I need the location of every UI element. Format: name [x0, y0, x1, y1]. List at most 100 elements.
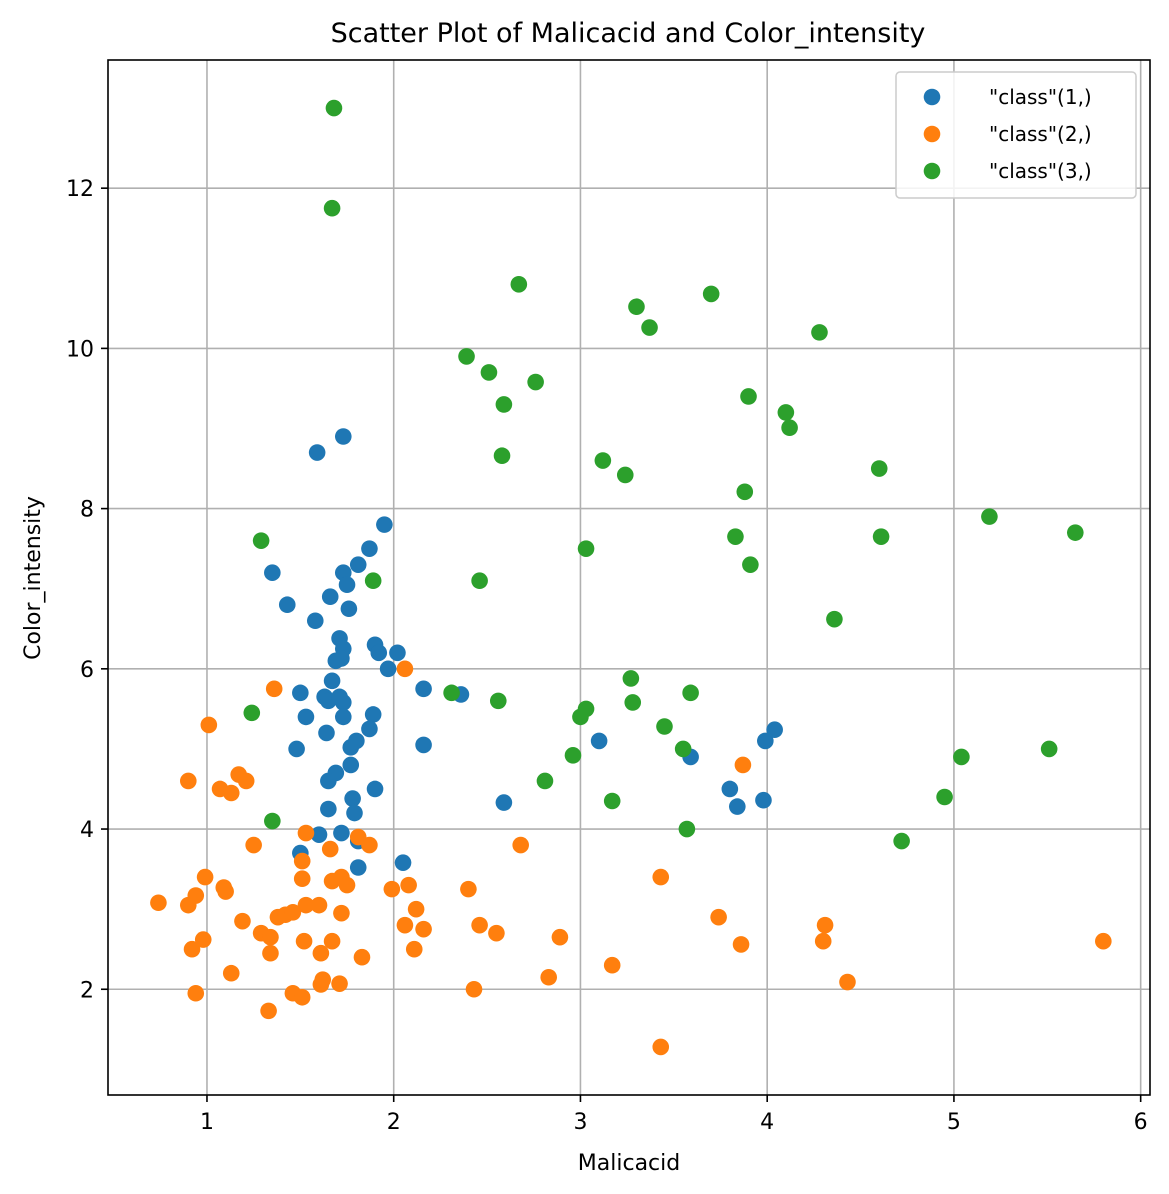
- data-point: [540, 968, 558, 986]
- data-point: [656, 718, 673, 735]
- data-point: [349, 859, 367, 876]
- data-point: [349, 556, 367, 573]
- data-point: [396, 660, 414, 678]
- x-axis-label: Malicacid: [578, 1151, 680, 1176]
- data-point: [480, 364, 498, 381]
- data-point: [308, 444, 326, 461]
- data-point: [340, 600, 358, 618]
- data-point: [674, 740, 692, 758]
- x-tick-label: 2: [387, 1110, 401, 1135]
- legend-label: "class"(2,): [989, 122, 1092, 146]
- data-point: [323, 672, 341, 690]
- data-point: [342, 756, 360, 774]
- data-point: [297, 896, 315, 914]
- data-point: [893, 832, 910, 850]
- data-point: [245, 836, 262, 854]
- data-point: [839, 973, 856, 991]
- data-point: [405, 940, 423, 958]
- y-tick-label: 4: [80, 818, 94, 843]
- data-point: [183, 940, 201, 958]
- data-point: [710, 908, 727, 926]
- data-point: [334, 694, 352, 711]
- y-tick-label: 6: [80, 658, 94, 683]
- data-point: [179, 772, 197, 790]
- data-point: [338, 576, 356, 594]
- data-point: [757, 732, 774, 750]
- data-point: [321, 840, 339, 858]
- data-point: [264, 564, 281, 581]
- grid-lines: [108, 60, 1150, 1095]
- data-point: [682, 684, 699, 702]
- data-point: [196, 868, 214, 886]
- data-point: [252, 532, 270, 549]
- data-point: [729, 798, 746, 815]
- data-point: [361, 720, 378, 738]
- data-point: [465, 980, 483, 998]
- data-point: [334, 428, 352, 445]
- y-tick-label: 8: [80, 498, 94, 523]
- data-point: [590, 732, 608, 750]
- data-point: [551, 928, 569, 946]
- data-point: [577, 540, 595, 557]
- data-point: [400, 876, 417, 894]
- data-point: [407, 900, 425, 918]
- data-point: [293, 988, 311, 1006]
- data-point: [495, 794, 513, 811]
- data-point: [379, 660, 397, 678]
- data-point: [361, 540, 378, 557]
- data-point: [323, 932, 341, 950]
- data-point: [527, 373, 544, 391]
- data-point: [826, 610, 843, 628]
- legend-items: "class"(1,) "class"(2,) "class"(3,): [923, 85, 1092, 183]
- data-point: [603, 956, 621, 974]
- data-point: [284, 904, 302, 921]
- data-point: [222, 784, 240, 802]
- data-point: [217, 883, 234, 900]
- legend-marker: [923, 162, 941, 180]
- data-point: [415, 680, 432, 698]
- plot-frame: [107, 59, 1151, 1096]
- data-point: [678, 820, 696, 838]
- data-point: [652, 1038, 670, 1056]
- x-tick-label: 3: [573, 1110, 587, 1135]
- data-point: [742, 556, 759, 573]
- data-point: [237, 772, 255, 790]
- data-point: [616, 466, 634, 484]
- data-point: [323, 199, 341, 217]
- data-point: [870, 460, 888, 477]
- data-point: [512, 836, 529, 854]
- data-point: [811, 324, 828, 341]
- data-point: [333, 904, 350, 922]
- data-point: [727, 528, 744, 545]
- data-point: [471, 572, 488, 590]
- series-2: [150, 660, 1112, 1056]
- chart-title: Scatter Plot of Malicacid and Color_inte…: [331, 18, 926, 49]
- data-point: [766, 721, 783, 739]
- data-point: [652, 868, 670, 886]
- data-point: [344, 790, 361, 807]
- data-point: [572, 708, 589, 726]
- data-point: [292, 684, 309, 702]
- data-point: [320, 772, 337, 790]
- data-point: [265, 680, 283, 698]
- data-point: [816, 916, 834, 934]
- data-point: [781, 419, 798, 436]
- data-point: [981, 508, 998, 525]
- data-point: [264, 812, 281, 830]
- data-point: [396, 916, 414, 934]
- legend-label: "class"(1,): [989, 85, 1092, 109]
- data-point: [348, 732, 365, 750]
- data-point: [325, 99, 343, 117]
- data-point: [312, 944, 330, 962]
- data-point: [366, 780, 384, 798]
- legend-box: [895, 71, 1137, 199]
- x-tick-label: 6: [1134, 1110, 1148, 1135]
- legend-marker: [923, 125, 941, 143]
- data-point: [624, 694, 642, 711]
- data-point: [376, 516, 393, 533]
- data-point: [641, 319, 658, 336]
- data-point: [1095, 932, 1112, 950]
- data-point: [364, 572, 382, 590]
- data-point: [234, 912, 251, 930]
